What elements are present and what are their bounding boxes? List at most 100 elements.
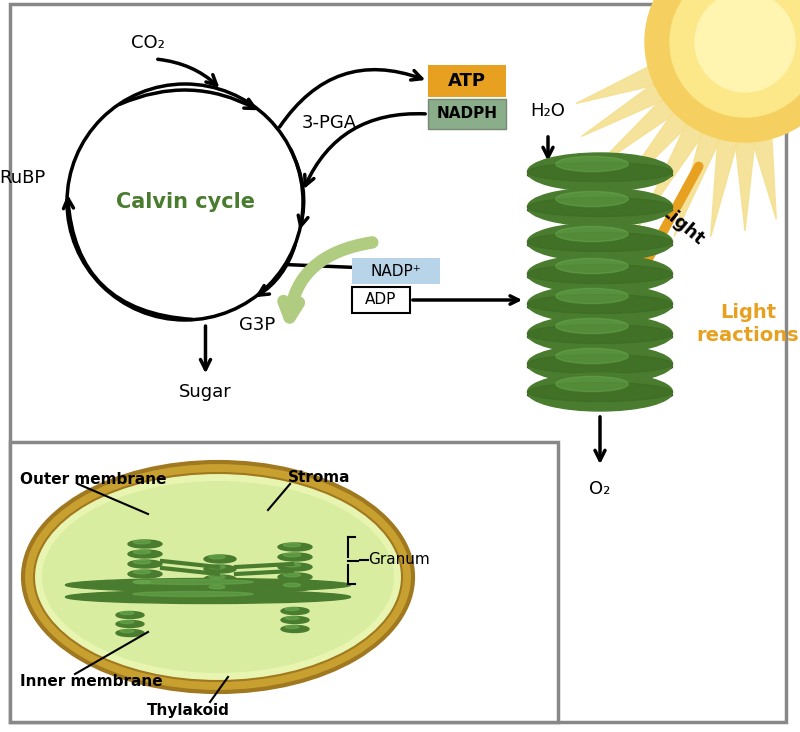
Text: NADPH: NADPH — [437, 106, 498, 122]
Ellipse shape — [283, 543, 301, 547]
Ellipse shape — [204, 555, 236, 563]
Polygon shape — [582, 77, 673, 136]
Ellipse shape — [278, 553, 312, 561]
Ellipse shape — [278, 583, 312, 591]
Ellipse shape — [527, 255, 673, 293]
Text: 3-PGA: 3-PGA — [302, 114, 357, 132]
Ellipse shape — [134, 580, 150, 584]
Ellipse shape — [556, 226, 628, 242]
Ellipse shape — [42, 481, 394, 673]
Text: CO₂: CO₂ — [131, 34, 165, 52]
Ellipse shape — [527, 360, 673, 373]
Bar — [10, 442, 558, 722]
FancyBboxPatch shape — [428, 65, 506, 97]
Ellipse shape — [527, 163, 673, 182]
FancyBboxPatch shape — [428, 99, 506, 129]
Ellipse shape — [285, 625, 299, 629]
Text: Granum: Granum — [368, 553, 430, 567]
FancyBboxPatch shape — [352, 287, 410, 313]
Ellipse shape — [128, 570, 162, 578]
Ellipse shape — [556, 157, 628, 171]
Ellipse shape — [527, 285, 673, 323]
Ellipse shape — [281, 616, 309, 624]
Ellipse shape — [285, 616, 299, 619]
Polygon shape — [734, 131, 756, 231]
Text: NADP⁺: NADP⁺ — [370, 264, 422, 278]
Ellipse shape — [66, 591, 350, 603]
Ellipse shape — [527, 239, 673, 252]
Circle shape — [670, 0, 800, 117]
Text: Stroma: Stroma — [288, 469, 350, 485]
Ellipse shape — [527, 315, 673, 353]
Ellipse shape — [283, 583, 301, 587]
Circle shape — [695, 0, 795, 92]
Ellipse shape — [527, 300, 673, 313]
Ellipse shape — [527, 188, 673, 226]
Ellipse shape — [556, 258, 628, 274]
Ellipse shape — [527, 389, 673, 402]
Ellipse shape — [527, 264, 673, 283]
Ellipse shape — [120, 611, 134, 615]
Polygon shape — [710, 128, 740, 237]
Text: G3P: G3P — [239, 316, 275, 335]
Ellipse shape — [556, 376, 628, 392]
Ellipse shape — [23, 462, 413, 692]
Ellipse shape — [278, 543, 312, 551]
Ellipse shape — [527, 324, 673, 343]
Ellipse shape — [134, 560, 150, 564]
Circle shape — [645, 0, 800, 142]
Ellipse shape — [116, 630, 144, 637]
Ellipse shape — [134, 570, 150, 574]
Text: Sugar: Sugar — [179, 384, 232, 401]
Ellipse shape — [281, 608, 309, 614]
Ellipse shape — [116, 611, 144, 619]
Ellipse shape — [283, 553, 301, 557]
FancyBboxPatch shape — [352, 258, 440, 284]
Text: RuBP: RuBP — [0, 169, 45, 187]
Ellipse shape — [527, 270, 673, 284]
Ellipse shape — [133, 580, 253, 584]
Ellipse shape — [116, 621, 144, 627]
Text: Light
reactions: Light reactions — [697, 303, 799, 346]
Ellipse shape — [281, 626, 309, 632]
Polygon shape — [576, 62, 665, 103]
Text: Light: Light — [657, 203, 707, 250]
Ellipse shape — [66, 578, 350, 591]
Polygon shape — [750, 128, 776, 220]
Ellipse shape — [204, 585, 236, 593]
Polygon shape — [594, 91, 684, 169]
Text: Inner membrane: Inner membrane — [20, 674, 162, 690]
Ellipse shape — [128, 540, 162, 548]
Ellipse shape — [283, 563, 301, 567]
Ellipse shape — [209, 565, 225, 569]
Text: Outer membrane: Outer membrane — [20, 472, 166, 488]
Text: Calvin cycle: Calvin cycle — [115, 192, 254, 212]
Ellipse shape — [209, 555, 225, 559]
Ellipse shape — [34, 473, 402, 681]
Ellipse shape — [556, 191, 628, 206]
Ellipse shape — [527, 168, 673, 182]
Polygon shape — [637, 114, 710, 229]
Ellipse shape — [527, 233, 673, 252]
Ellipse shape — [556, 348, 628, 364]
Ellipse shape — [128, 560, 162, 568]
Ellipse shape — [527, 354, 673, 373]
Ellipse shape — [134, 540, 150, 544]
Ellipse shape — [283, 573, 301, 577]
Ellipse shape — [204, 575, 236, 583]
Text: ATP: ATP — [448, 72, 486, 90]
Ellipse shape — [285, 608, 299, 610]
Text: ADP: ADP — [366, 293, 397, 307]
Ellipse shape — [527, 294, 673, 313]
Polygon shape — [612, 103, 696, 201]
Ellipse shape — [128, 580, 162, 588]
Ellipse shape — [128, 550, 162, 558]
Ellipse shape — [527, 383, 673, 401]
Polygon shape — [674, 122, 725, 236]
Ellipse shape — [527, 330, 673, 343]
Ellipse shape — [204, 565, 236, 573]
Text: Thylakoid: Thylakoid — [146, 703, 230, 717]
Ellipse shape — [527, 345, 673, 383]
Ellipse shape — [527, 198, 673, 217]
Ellipse shape — [209, 575, 225, 579]
